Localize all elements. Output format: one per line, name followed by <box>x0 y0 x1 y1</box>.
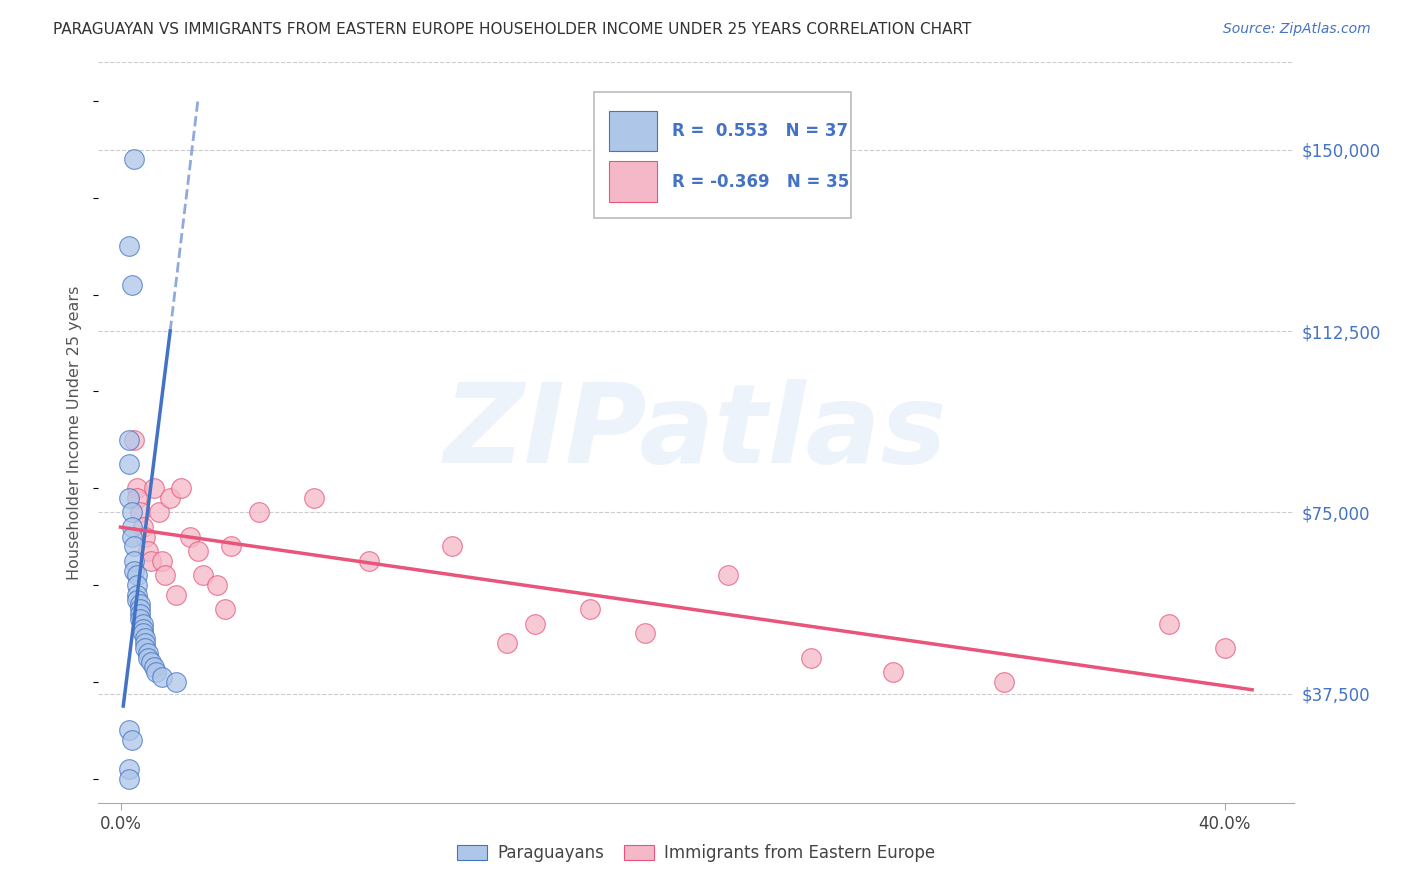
Point <box>128 602 150 616</box>
Point <box>134 632 156 646</box>
Point <box>125 491 148 505</box>
Point <box>121 530 143 544</box>
Text: R =  0.553   N = 37: R = 0.553 N = 37 <box>672 122 848 140</box>
Point <box>134 530 156 544</box>
Point <box>124 564 146 578</box>
Point <box>124 539 146 553</box>
Point <box>142 660 165 674</box>
Point <box>440 539 463 553</box>
Legend: Paraguayans, Immigrants from Eastern Europe: Paraguayans, Immigrants from Eastern Eur… <box>450 838 942 869</box>
FancyBboxPatch shape <box>609 111 657 152</box>
Point <box>302 491 325 505</box>
Text: ZIPatlas: ZIPatlas <box>444 379 948 486</box>
Point <box>121 278 143 293</box>
Point <box>131 622 153 636</box>
Point <box>187 544 209 558</box>
Point <box>578 602 600 616</box>
Point <box>357 554 380 568</box>
Point <box>219 539 242 553</box>
Point <box>134 640 156 655</box>
Point <box>205 578 228 592</box>
Point <box>136 544 159 558</box>
Point <box>131 520 153 534</box>
Point <box>118 239 141 253</box>
Point <box>193 568 215 582</box>
Point <box>125 592 148 607</box>
Point <box>128 598 150 612</box>
FancyBboxPatch shape <box>609 161 657 202</box>
Point <box>139 656 162 670</box>
Point <box>136 646 159 660</box>
Point <box>717 568 740 582</box>
Point <box>993 674 1015 689</box>
Point <box>118 762 141 776</box>
Point <box>125 568 148 582</box>
Point <box>128 506 150 520</box>
Point <box>170 481 193 495</box>
Point <box>159 491 181 505</box>
Point <box>128 607 150 621</box>
Point <box>882 665 904 680</box>
Point <box>179 530 201 544</box>
FancyBboxPatch shape <box>595 92 852 218</box>
Point <box>150 554 173 568</box>
Point <box>131 616 153 631</box>
Point <box>1159 616 1181 631</box>
Point <box>142 481 165 495</box>
Point <box>118 491 141 505</box>
Point <box>634 626 657 640</box>
Point <box>214 602 236 616</box>
Point <box>124 433 146 447</box>
Point <box>118 433 141 447</box>
Point <box>153 568 176 582</box>
Point <box>125 578 148 592</box>
Point <box>247 506 270 520</box>
Point <box>118 723 141 738</box>
Point <box>799 650 821 665</box>
Point <box>165 588 187 602</box>
Point <box>125 588 148 602</box>
Text: Source: ZipAtlas.com: Source: ZipAtlas.com <box>1223 22 1371 37</box>
Point <box>121 506 143 520</box>
Text: PARAGUAYAN VS IMMIGRANTS FROM EASTERN EUROPE HOUSEHOLDER INCOME UNDER 25 YEARS C: PARAGUAYAN VS IMMIGRANTS FROM EASTERN EU… <box>53 22 972 37</box>
Point <box>523 616 546 631</box>
Point <box>121 732 143 747</box>
Point <box>125 481 148 495</box>
Point <box>128 612 150 626</box>
Point <box>1213 640 1236 655</box>
Point <box>145 665 167 680</box>
Point <box>118 772 141 786</box>
Point <box>136 650 159 665</box>
Point <box>118 457 141 471</box>
Point <box>165 674 187 689</box>
Point <box>124 554 146 568</box>
Text: R = -0.369   N = 35: R = -0.369 N = 35 <box>672 173 849 191</box>
Point <box>139 554 162 568</box>
Point <box>124 152 146 166</box>
Point <box>134 636 156 650</box>
Y-axis label: Householder Income Under 25 years: Householder Income Under 25 years <box>67 285 83 580</box>
Point <box>148 506 170 520</box>
Point <box>121 520 143 534</box>
Point <box>131 626 153 640</box>
Point <box>150 670 173 684</box>
Point <box>496 636 519 650</box>
